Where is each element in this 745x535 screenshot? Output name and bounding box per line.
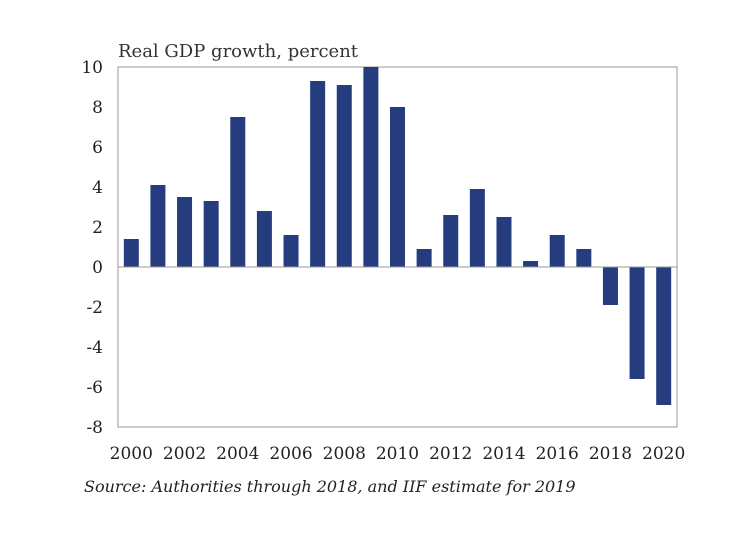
bar-2012 [443,215,459,267]
bar-2008 [336,85,352,267]
x-tick-label: 2008 [323,444,366,464]
bar-2013 [469,189,485,267]
bar-2018 [602,267,618,305]
bar-2011 [416,249,432,267]
x-tick-label: 2012 [429,444,472,464]
x-tick-label: 2000 [110,444,153,464]
y-axis-ticks: 10 8 6 4 2 0 -2 -4 -6 -8 [81,58,103,438]
bar-2009 [363,67,379,267]
y-tick-label: 6 [92,138,103,158]
y-tick-label: 0 [92,258,103,278]
bar-2014 [496,217,512,267]
y-tick-label: 2 [92,218,103,238]
bar-2003 [203,201,219,267]
x-axis-ticks: 2000 2002 2004 2006 2008 2010 2012 2014 2016 2018… [110,444,686,464]
y-tick-label: -6 [86,378,103,398]
x-tick-label: 2020 [642,444,685,464]
bar-2017 [576,249,592,267]
y-tick-label: 10 [81,58,103,78]
y-tick-label: 4 [92,178,103,198]
bar-2006 [283,235,299,267]
bar-series [123,67,672,405]
y-tick-label: -8 [86,418,103,438]
bar-2007 [310,81,326,267]
x-tick-label: 2018 [589,444,632,464]
bar-2016 [549,235,565,267]
bar-2010 [390,107,405,267]
bar-2005 [256,211,272,267]
chart-source: Source: Authorities through 2018, and II… [84,477,576,496]
bar-2002 [177,197,193,267]
plot-frame [117,66,678,428]
y-tick-label: -2 [86,298,103,318]
bar-2000 [123,239,139,267]
bar-2004 [230,117,246,267]
x-tick-label: 2002 [163,444,206,464]
bar-2001 [150,185,166,267]
x-tick-label: 2010 [376,444,419,464]
x-tick-label: 2004 [216,444,259,464]
chart-title: Real GDP growth, percent [118,41,359,62]
x-tick-label: 2006 [269,444,312,464]
bar-2020 [656,267,672,405]
y-tick-label: 8 [92,98,103,118]
bar-2019 [629,267,645,379]
x-tick-label: 2014 [482,444,525,464]
bar-2015 [523,261,539,267]
x-tick-label: 2016 [536,444,579,464]
y-tick-label: -4 [86,338,103,358]
